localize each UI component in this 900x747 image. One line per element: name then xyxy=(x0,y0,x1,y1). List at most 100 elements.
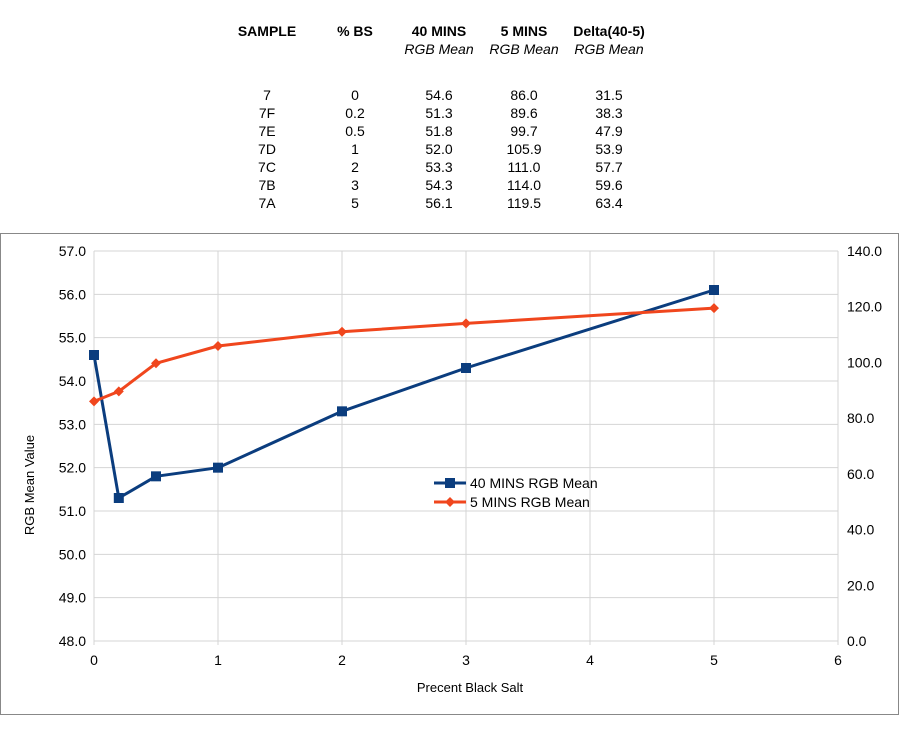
y-tick-label: 52.0 xyxy=(59,460,86,476)
table-cell: 86.0 xyxy=(510,87,538,103)
table-cell: 105.9 xyxy=(506,141,542,157)
table-row: 7B 3 54.3 114.0 59.6 xyxy=(218,176,654,194)
data-point-40min xyxy=(337,406,347,417)
table-header-row: SAMPLE % BS 40 MINS 5 MINS Delta(40-5) xyxy=(218,22,654,40)
data-point-5min xyxy=(89,396,99,407)
data-point-40min xyxy=(89,350,99,360)
y-tick-label: 50.0 xyxy=(59,546,86,562)
table-cell: 7F xyxy=(258,105,276,121)
y2-tick-label: 140.0 xyxy=(847,243,882,259)
table-cell: 99.7 xyxy=(510,123,538,139)
header-sample: SAMPLE xyxy=(237,23,297,39)
data-point-5min xyxy=(113,386,124,397)
y2-tick-label: 120.0 xyxy=(847,299,882,315)
table-row: 7C 2 53.3 111.0 57.7 xyxy=(218,158,654,176)
header-bs: % BS xyxy=(337,23,373,39)
table-cell: 54.3 xyxy=(425,177,453,193)
table-cell: 59.6 xyxy=(595,177,623,193)
table-cell: 89.6 xyxy=(510,105,538,121)
header-delta: Delta(40-5) xyxy=(573,23,645,39)
table-cell: 7E xyxy=(258,123,276,139)
y-tick-label: 49.0 xyxy=(59,590,86,606)
table-cell: 0.5 xyxy=(345,123,365,139)
data-point-40min xyxy=(113,493,124,503)
y2-tick-label: 80.0 xyxy=(847,410,874,426)
y2-tick-label: 20.0 xyxy=(847,577,874,593)
y-tick-label: 54.0 xyxy=(59,373,86,389)
x-axis-label: Precent Black Salt xyxy=(417,680,524,695)
axes: 48.049.050.051.052.053.054.055.056.057.0… xyxy=(59,243,882,668)
table-cell: 119.5 xyxy=(507,195,541,211)
table-row: 7E 0.5 51.8 99.7 47.9 xyxy=(218,122,654,140)
data-point-40min xyxy=(151,471,161,482)
legend-label-5min: 5 MINS RGB Mean xyxy=(470,494,590,510)
y-tick-label: 55.0 xyxy=(59,330,86,346)
table-row: 7 0 54.6 86.0 31.5 xyxy=(218,86,654,104)
data-point-5min xyxy=(337,326,347,337)
header-5min: 5 MINS xyxy=(500,23,548,39)
table-row: 7A 5 56.1 119.5 63.4 xyxy=(218,194,654,212)
table-cell: 0 xyxy=(351,87,359,103)
table-cell: 111.0 xyxy=(507,159,541,175)
table-cell: 56.1 xyxy=(425,195,453,211)
table-cell: 114.0 xyxy=(507,177,541,193)
table-cell: 1 xyxy=(351,141,359,157)
x-tick-label: 6 xyxy=(834,652,842,668)
table-row: 7F 0.2 51.3 89.6 38.3 xyxy=(218,104,654,122)
data-point-40min xyxy=(709,285,719,295)
subheader-sample xyxy=(218,40,316,58)
y-tick-label: 56.0 xyxy=(59,286,86,302)
subheader-5min: RGB Mean xyxy=(489,41,559,57)
table-cell: 0.2 xyxy=(345,105,365,121)
table-subheader-row: RGB Mean RGB Mean RGB Mean xyxy=(218,40,654,58)
y2-tick-label: 0.0 xyxy=(847,633,867,649)
x-tick-label: 0 xyxy=(90,652,98,668)
data-table: SAMPLE % BS 40 MINS 5 MINS Delta(40-5) R… xyxy=(218,22,654,212)
table-cell: 7C xyxy=(258,159,276,175)
legend-marker-40min xyxy=(445,478,455,488)
x-tick-label: 2 xyxy=(338,652,346,668)
chart-frame xyxy=(0,233,899,715)
table-cell: 7D xyxy=(258,141,276,157)
table-spacer xyxy=(218,58,654,86)
table-cell: 51.8 xyxy=(425,123,453,139)
data-point-5min xyxy=(461,318,471,329)
y-tick-label: 51.0 xyxy=(59,503,86,519)
subheader-bs xyxy=(316,40,394,58)
y-axis-label: RGB Mean Value xyxy=(22,435,37,535)
legend: 40 MINS RGB Mean 5 MINS RGB Mean xyxy=(434,475,598,510)
series-layer xyxy=(89,285,719,503)
subheader-delta: RGB Mean xyxy=(574,41,644,57)
table-cell: 51.3 xyxy=(425,105,453,121)
table-cell: 47.9 xyxy=(595,123,623,139)
table-cell: 31.5 xyxy=(595,87,623,103)
table-cell: 38.3 xyxy=(595,105,623,121)
table-cell: 3 xyxy=(351,177,359,193)
y2-tick-label: 40.0 xyxy=(847,522,874,538)
table-cell: 7 xyxy=(263,87,271,103)
table-cell: 7B xyxy=(258,177,276,193)
chart: 48.049.050.051.052.053.054.055.056.057.0… xyxy=(0,233,899,715)
x-tick-label: 3 xyxy=(462,652,470,668)
y-tick-label: 48.0 xyxy=(59,633,86,649)
table-row: 7D 1 52.0 105.9 53.9 xyxy=(218,140,654,158)
gridlines xyxy=(93,250,839,645)
table-cell: 63.4 xyxy=(595,195,623,211)
y-tick-label: 53.0 xyxy=(59,416,86,432)
x-tick-label: 1 xyxy=(214,652,222,668)
table-cell: 5 xyxy=(351,195,359,211)
y-tick-label: 57.0 xyxy=(59,243,86,259)
table-cell: 52.0 xyxy=(425,141,453,157)
table-cell: 2 xyxy=(351,159,359,175)
y2-tick-label: 100.0 xyxy=(847,354,882,370)
data-point-5min xyxy=(151,358,161,369)
data-point-40min xyxy=(461,363,471,373)
subheader-40min: RGB Mean xyxy=(404,41,474,57)
data-point-5min xyxy=(213,340,223,351)
header-40min: 40 MINS xyxy=(411,23,467,39)
data-point-5min xyxy=(709,303,719,314)
y2-tick-label: 60.0 xyxy=(847,466,874,482)
table-cell: 54.6 xyxy=(425,87,453,103)
data-point-40min xyxy=(213,462,223,473)
x-tick-label: 5 xyxy=(710,652,718,668)
